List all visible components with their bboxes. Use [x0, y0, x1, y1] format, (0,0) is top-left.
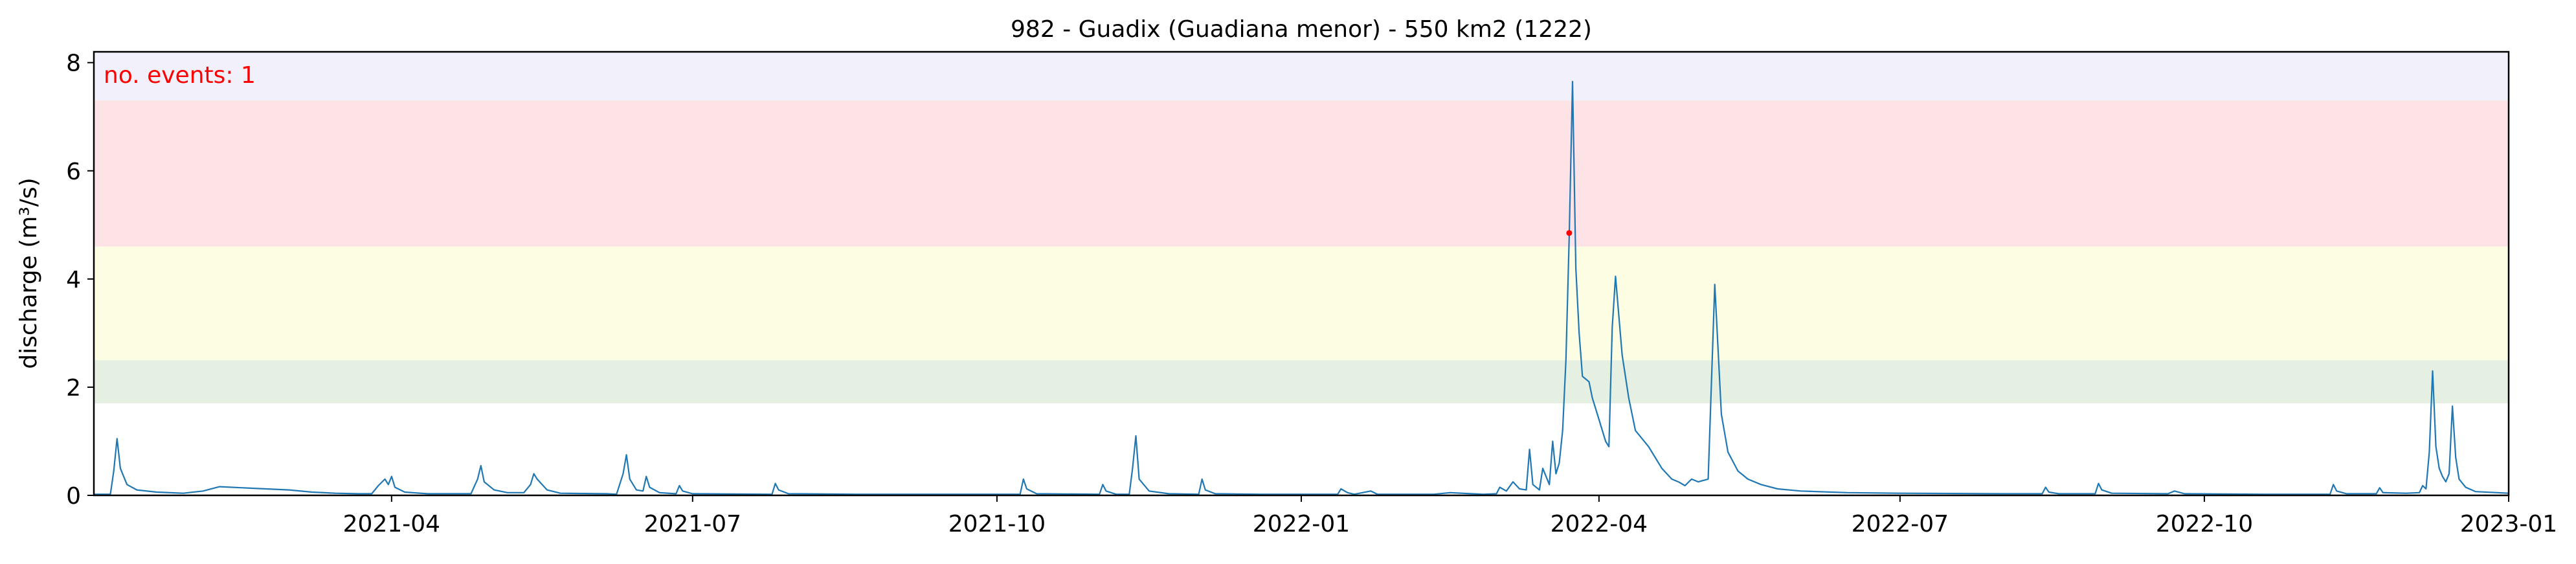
chart-title: 982 - Guadix (Guadiana menor) - 550 km2 … — [1011, 16, 1592, 43]
y-tick-label: 4 — [66, 267, 81, 293]
events-annotation: no. events: 1 — [104, 62, 256, 89]
y-tick-label: 0 — [66, 483, 81, 510]
discharge-series-line — [94, 80, 2509, 495]
y-tick-label: 6 — [66, 159, 81, 185]
threshold-bands — [94, 52, 2509, 403]
x-tick-label: 2022-07 — [1852, 511, 1949, 537]
x-tick-label: 2023-01 — [2460, 511, 2557, 537]
threshold-band-3 — [94, 52, 2509, 101]
y-axis: 0 2 4 6 8 — [66, 51, 94, 510]
event-markers — [1566, 230, 1573, 236]
x-tick-label: 2022-04 — [1551, 511, 1648, 537]
threshold-band-1 — [94, 246, 2509, 361]
x-tick-label: 2021-04 — [343, 511, 440, 537]
threshold-band-2 — [94, 100, 2509, 247]
x-tick-label: 2022-01 — [1253, 511, 1350, 537]
x-tick-label: 2021-10 — [948, 511, 1046, 537]
y-tick-label: 8 — [66, 51, 81, 77]
x-tick-label: 2021-07 — [644, 511, 741, 537]
x-tick-label: 2022-10 — [2156, 511, 2253, 537]
y-tick-label: 2 — [66, 375, 81, 401]
y-axis-label: discharge (m³/s) — [16, 177, 42, 368]
event-marker-0 — [1566, 230, 1573, 236]
x-axis: 2021-04 2021-07 2021-10 2022-01 2022-04 2022-… — [343, 495, 2557, 537]
threshold-band-0 — [94, 360, 2509, 403]
